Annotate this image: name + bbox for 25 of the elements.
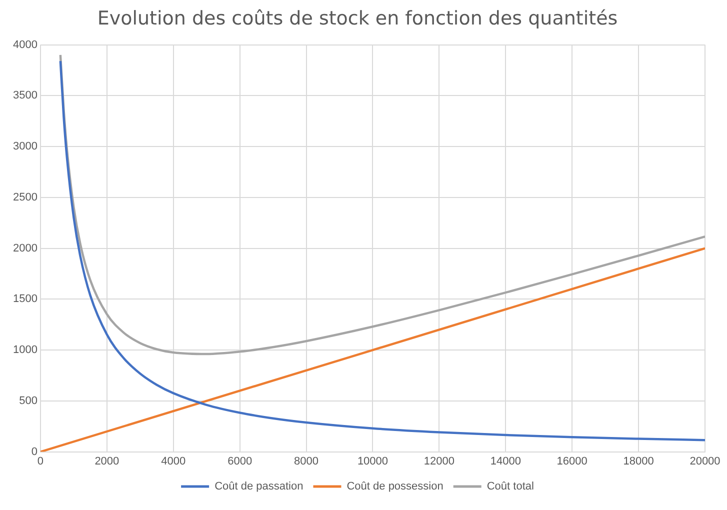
x-tick-label: 14000 (490, 455, 521, 468)
y-tick-label: 3000 (12, 140, 38, 153)
y-tick-label: 4000 (12, 38, 38, 51)
y-tick-label: 1500 (12, 293, 38, 306)
legend-label: Coût total (486, 480, 534, 493)
y-tick-label: 2500 (12, 191, 38, 204)
x-tick-label: 18000 (623, 455, 654, 468)
x-tick-label: 16000 (556, 455, 588, 468)
y-tick-label: 2000 (12, 242, 38, 254)
legend-label: Coût de possession (346, 480, 444, 493)
x-tick-label: 20000 (690, 455, 720, 468)
x-tick-label: 4000 (161, 455, 186, 468)
x-tick-label: 10000 (357, 455, 388, 468)
y-tick-label: 0 (31, 446, 38, 458)
legend-label: Coût de passation (214, 480, 304, 493)
x-tick-label: 6000 (228, 455, 252, 468)
y-tick-label: 1000 (12, 344, 38, 356)
chart-title: Evolution des coûts de stock en fonction des quantités (97, 7, 618, 30)
line-series (59, 60, 705, 442)
y-tick-label: 3500 (12, 90, 38, 102)
x-tick-label: 12000 (424, 455, 454, 468)
y-tick-label: 500 (19, 394, 38, 407)
line-series (59, 54, 705, 356)
x-tick-label: 8000 (294, 455, 319, 468)
x-tick-label: 2000 (94, 455, 120, 468)
